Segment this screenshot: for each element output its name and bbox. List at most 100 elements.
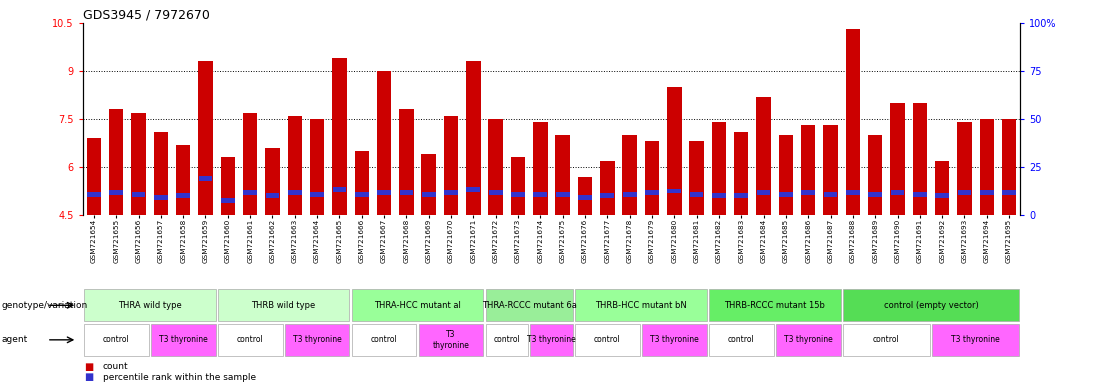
Bar (578, 195, 592, 200)
Text: control: control (237, 335, 264, 344)
Bar (846, 30, 860, 215)
Bar (779, 135, 793, 215)
Bar (890, 103, 904, 215)
Bar (709, 290, 840, 321)
Text: T3 thyronine: T3 thyronine (292, 335, 342, 344)
Bar (775, 324, 840, 356)
Bar (556, 192, 569, 197)
Bar (534, 192, 547, 197)
Bar (890, 190, 904, 195)
Text: percentile rank within the sample: percentile rank within the sample (103, 373, 256, 382)
Bar (932, 324, 1019, 356)
Text: T3 thyronine: T3 thyronine (159, 335, 207, 344)
Bar (575, 290, 707, 321)
Bar (979, 119, 994, 215)
Bar (735, 194, 748, 198)
Bar (600, 161, 614, 215)
Bar (84, 290, 215, 321)
Text: T3
thyronine: T3 thyronine (432, 330, 470, 349)
Bar (556, 135, 570, 215)
Bar (779, 192, 793, 197)
Bar (443, 116, 459, 215)
Bar (217, 290, 350, 321)
Bar (843, 324, 930, 356)
Bar (645, 190, 658, 195)
Bar (868, 135, 882, 215)
Bar (445, 190, 458, 195)
Bar (913, 192, 927, 197)
Bar (575, 324, 640, 356)
Bar (846, 190, 859, 195)
Bar (801, 126, 815, 215)
Bar (377, 71, 392, 215)
Bar (352, 324, 417, 356)
Text: THRB-RCCC mutant 15b: THRB-RCCC mutant 15b (725, 301, 825, 310)
Text: THRA wild type: THRA wild type (118, 301, 182, 310)
Bar (489, 119, 503, 215)
Bar (421, 192, 436, 197)
Text: control: control (103, 335, 129, 344)
Bar (243, 113, 257, 215)
Bar (622, 135, 636, 215)
Bar (757, 190, 771, 195)
Bar (377, 190, 390, 195)
Bar (801, 190, 815, 195)
Bar (667, 87, 682, 215)
Bar (354, 151, 370, 215)
Text: THRB wild type: THRB wild type (251, 301, 315, 310)
Bar (221, 157, 235, 215)
Text: ■: ■ (84, 361, 93, 372)
Bar (266, 194, 279, 198)
Bar (151, 324, 215, 356)
Bar (217, 324, 282, 356)
Bar (485, 324, 528, 356)
Text: T3 thyronine: T3 thyronine (951, 335, 1000, 344)
Bar (713, 194, 726, 198)
Bar (868, 192, 882, 197)
Bar (332, 187, 346, 192)
Bar (421, 154, 436, 215)
Bar (689, 192, 704, 197)
Bar (244, 190, 257, 195)
Bar (419, 324, 483, 356)
Bar (109, 109, 124, 215)
Bar (221, 198, 235, 203)
Bar (1002, 119, 1016, 215)
Bar (199, 61, 213, 215)
Bar (824, 192, 837, 197)
Bar (131, 192, 146, 197)
Bar (175, 145, 191, 215)
Bar (709, 324, 773, 356)
Bar (912, 103, 928, 215)
Text: T3 thyronine: T3 thyronine (527, 335, 576, 344)
Bar (467, 61, 481, 215)
Bar (399, 109, 414, 215)
Bar (87, 138, 101, 215)
Bar (1003, 190, 1016, 195)
Text: control: control (872, 335, 900, 344)
Bar (823, 126, 838, 215)
Bar (288, 116, 302, 215)
Bar (87, 192, 100, 197)
Text: control: control (728, 335, 754, 344)
Bar (711, 122, 726, 215)
Bar (644, 141, 660, 215)
Text: T3 thyronine: T3 thyronine (650, 335, 698, 344)
Bar (642, 324, 707, 356)
Bar (733, 132, 749, 215)
Bar (131, 113, 146, 215)
Text: T3 thyronine: T3 thyronine (784, 335, 833, 344)
Bar (399, 190, 414, 195)
Bar (667, 189, 682, 194)
Bar (511, 192, 525, 197)
Bar (979, 190, 994, 195)
Bar (957, 122, 972, 215)
Bar (153, 132, 168, 215)
Bar (288, 190, 302, 195)
Bar (467, 187, 480, 192)
Bar (265, 148, 280, 215)
Bar (310, 192, 324, 197)
Bar (154, 195, 168, 200)
Bar (531, 324, 572, 356)
Bar (935, 161, 950, 215)
